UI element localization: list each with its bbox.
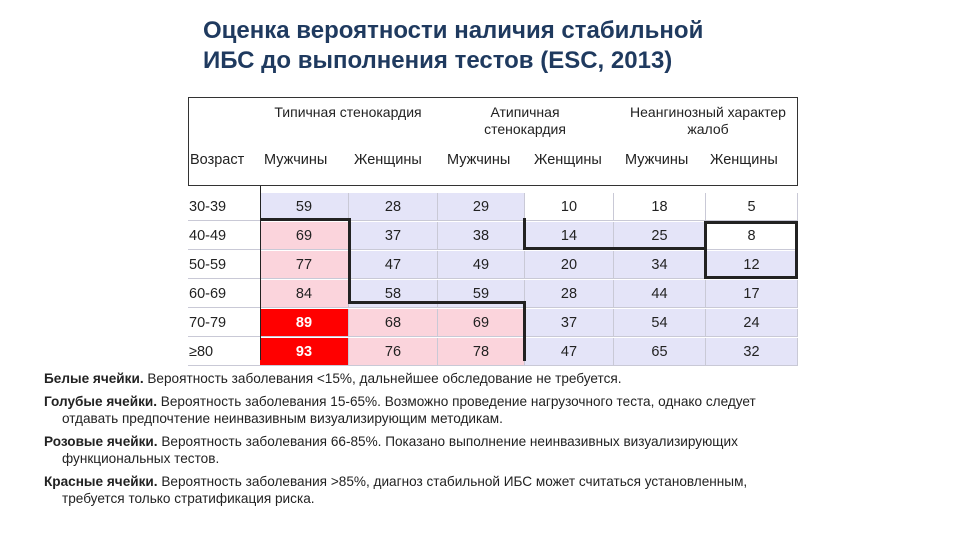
age-cell: ≥80 xyxy=(188,338,260,366)
boundary-line xyxy=(523,218,526,250)
legend-pink-cont: функциональных тестов. xyxy=(62,451,220,466)
probability-cell: 84 xyxy=(260,280,349,308)
probability-cell: 77 xyxy=(260,251,349,279)
probability-cell: 34 xyxy=(614,251,706,279)
boundary-line xyxy=(704,221,798,224)
legend-red-label: Красные ячейки. xyxy=(44,474,158,489)
probability-cell: 5 xyxy=(706,193,798,221)
age-cell: 60-69 xyxy=(188,280,260,308)
legend-white: Белые ячейки. Вероятность заболевания <1… xyxy=(44,370,924,387)
table-row: 50-59 77 47 49 20 34 12 xyxy=(188,251,798,280)
table-row: 70-79 89 68 69 37 54 24 xyxy=(188,309,798,338)
legend-white-label: Белые ячейки. xyxy=(44,371,144,386)
sub-header-men-2: Мужчины xyxy=(447,152,511,168)
probability-cell: 89 xyxy=(260,309,349,337)
probability-cell: 8 xyxy=(706,222,798,250)
boundary-line xyxy=(348,301,525,304)
probability-cell: 24 xyxy=(706,309,798,337)
age-header: Возраст xyxy=(190,152,245,168)
boundary-line xyxy=(523,247,706,250)
boundary-line xyxy=(704,247,707,279)
probability-cell: 20 xyxy=(525,251,614,279)
probability-cell: 47 xyxy=(525,338,614,366)
probability-cell: 37 xyxy=(349,222,438,250)
sub-header-men-3: Мужчины xyxy=(625,152,689,168)
probability-cell: 38 xyxy=(438,222,525,250)
age-cell: 30-39 xyxy=(188,193,260,221)
probability-cell: 28 xyxy=(525,280,614,308)
probability-cell: 29 xyxy=(438,193,525,221)
probability-cell: 17 xyxy=(706,280,798,308)
group-non-anginal: Неангинозный характер жалоб xyxy=(630,104,786,137)
probability-cell: 37 xyxy=(525,309,614,337)
sub-header-women-2: Женщины xyxy=(534,152,602,168)
column-divider xyxy=(260,186,261,360)
legend-pink: Розовые ячейки. Вероятность заболевания … xyxy=(44,433,924,467)
legend-pink-label: Розовые ячейки. xyxy=(44,434,158,449)
probability-cell: 65 xyxy=(614,338,706,366)
legend-red-text: Вероятность заболевания >85%, диагноз ст… xyxy=(157,474,748,489)
title-line-2: ИБС до выполнения тестов (ESC, 2013) xyxy=(203,47,673,74)
probability-cell: 93 xyxy=(260,338,349,366)
group-typical-angina: Типичная стенокардия xyxy=(274,104,422,120)
probability-cell: 78 xyxy=(438,338,525,366)
probability-cell: 49 xyxy=(438,251,525,279)
table-row: 30-39 59 28 29 10 18 5 xyxy=(188,193,798,222)
probability-cell: 47 xyxy=(349,251,438,279)
table-row: ≥80 93 76 78 47 65 32 xyxy=(188,338,798,367)
boundary-line xyxy=(348,218,351,304)
age-cell: 50-59 xyxy=(188,251,260,279)
probability-cell: 59 xyxy=(260,193,349,221)
age-cell: 70-79 xyxy=(188,309,260,337)
table-row: 60-69 84 58 59 28 44 17 xyxy=(188,280,798,309)
legend-white-text: Вероятность заболевания <15%, дальнейшее… xyxy=(143,371,622,386)
legend: Белые ячейки. Вероятность заболевания <1… xyxy=(44,370,924,513)
probability-cell: 44 xyxy=(614,280,706,308)
legend-blue-text: Вероятность заболевания 15-65%. Возможно… xyxy=(157,394,756,409)
table-row: 40-49 69 37 38 14 25 8 xyxy=(188,222,798,251)
legend-blue: Голубые ячейки. Вероятность заболевания … xyxy=(44,393,924,427)
probability-cell: 68 xyxy=(349,309,438,337)
probability-cell: 69 xyxy=(260,222,349,250)
probability-cell: 25 xyxy=(614,222,706,250)
group-atypical-angina: Атипичная стенокардия xyxy=(484,104,566,137)
legend-pink-text: Вероятность заболевания 66-85%. Показано… xyxy=(157,434,738,449)
probability-cell: 32 xyxy=(706,338,798,366)
probability-cell: 10 xyxy=(525,193,614,221)
sub-header-women-1: Женщины xyxy=(354,152,422,168)
table-header xyxy=(188,97,798,186)
probability-cell: 12 xyxy=(706,251,798,279)
probability-cell: 54 xyxy=(614,309,706,337)
legend-blue-label: Голубые ячейки. xyxy=(44,394,158,409)
probability-cell: 28 xyxy=(349,193,438,221)
probability-cell: 14 xyxy=(525,222,614,250)
boundary-line xyxy=(795,221,798,279)
sub-header-men-1: Мужчины xyxy=(264,152,328,168)
boundary-line xyxy=(260,218,351,221)
boundary-line xyxy=(704,276,798,279)
probability-cell: 69 xyxy=(438,309,525,337)
legend-red: Красные ячейки. Вероятность заболевания … xyxy=(44,473,924,507)
page-title: Оценка вероятности наличия стабильной ИБ… xyxy=(203,16,923,76)
probability-cell: 18 xyxy=(614,193,706,221)
sub-header-women-3: Женщины xyxy=(710,152,778,168)
legend-blue-cont: отдавать предпочтение неинвазивным визуа… xyxy=(62,411,503,426)
age-cell: 40-49 xyxy=(188,222,260,250)
legend-red-cont: требуется только стратификация риска. xyxy=(62,491,315,506)
probability-cell: 76 xyxy=(349,338,438,366)
title-line-1: Оценка вероятности наличия стабильной xyxy=(203,17,704,44)
boundary-line xyxy=(523,301,526,361)
boundary-line xyxy=(704,221,707,250)
